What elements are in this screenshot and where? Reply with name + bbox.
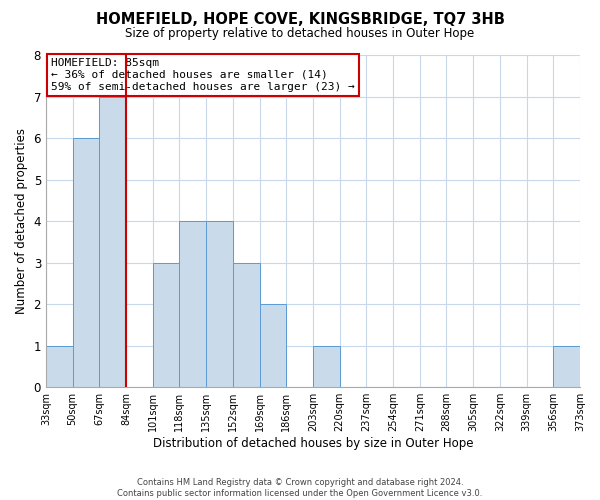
Bar	[553, 346, 580, 387]
Bar	[73, 138, 100, 387]
Text: HOMEFIELD: 85sqm
← 36% of detached houses are smaller (14)
59% of semi-detached : HOMEFIELD: 85sqm ← 36% of detached house…	[51, 58, 355, 92]
Text: Contains HM Land Registry data © Crown copyright and database right 2024.
Contai: Contains HM Land Registry data © Crown c…	[118, 478, 482, 498]
Bar	[206, 221, 233, 387]
Text: Size of property relative to detached houses in Outer Hope: Size of property relative to detached ho…	[125, 28, 475, 40]
X-axis label: Distribution of detached houses by size in Outer Hope: Distribution of detached houses by size …	[153, 437, 473, 450]
Bar	[153, 262, 179, 387]
Text: HOMEFIELD, HOPE COVE, KINGSBRIDGE, TQ7 3HB: HOMEFIELD, HOPE COVE, KINGSBRIDGE, TQ7 3…	[95, 12, 505, 28]
Bar	[179, 221, 206, 387]
Bar	[260, 304, 286, 387]
Bar	[46, 346, 73, 387]
Bar	[233, 262, 260, 387]
Bar	[100, 96, 126, 387]
Y-axis label: Number of detached properties: Number of detached properties	[15, 128, 28, 314]
Bar	[313, 346, 340, 387]
